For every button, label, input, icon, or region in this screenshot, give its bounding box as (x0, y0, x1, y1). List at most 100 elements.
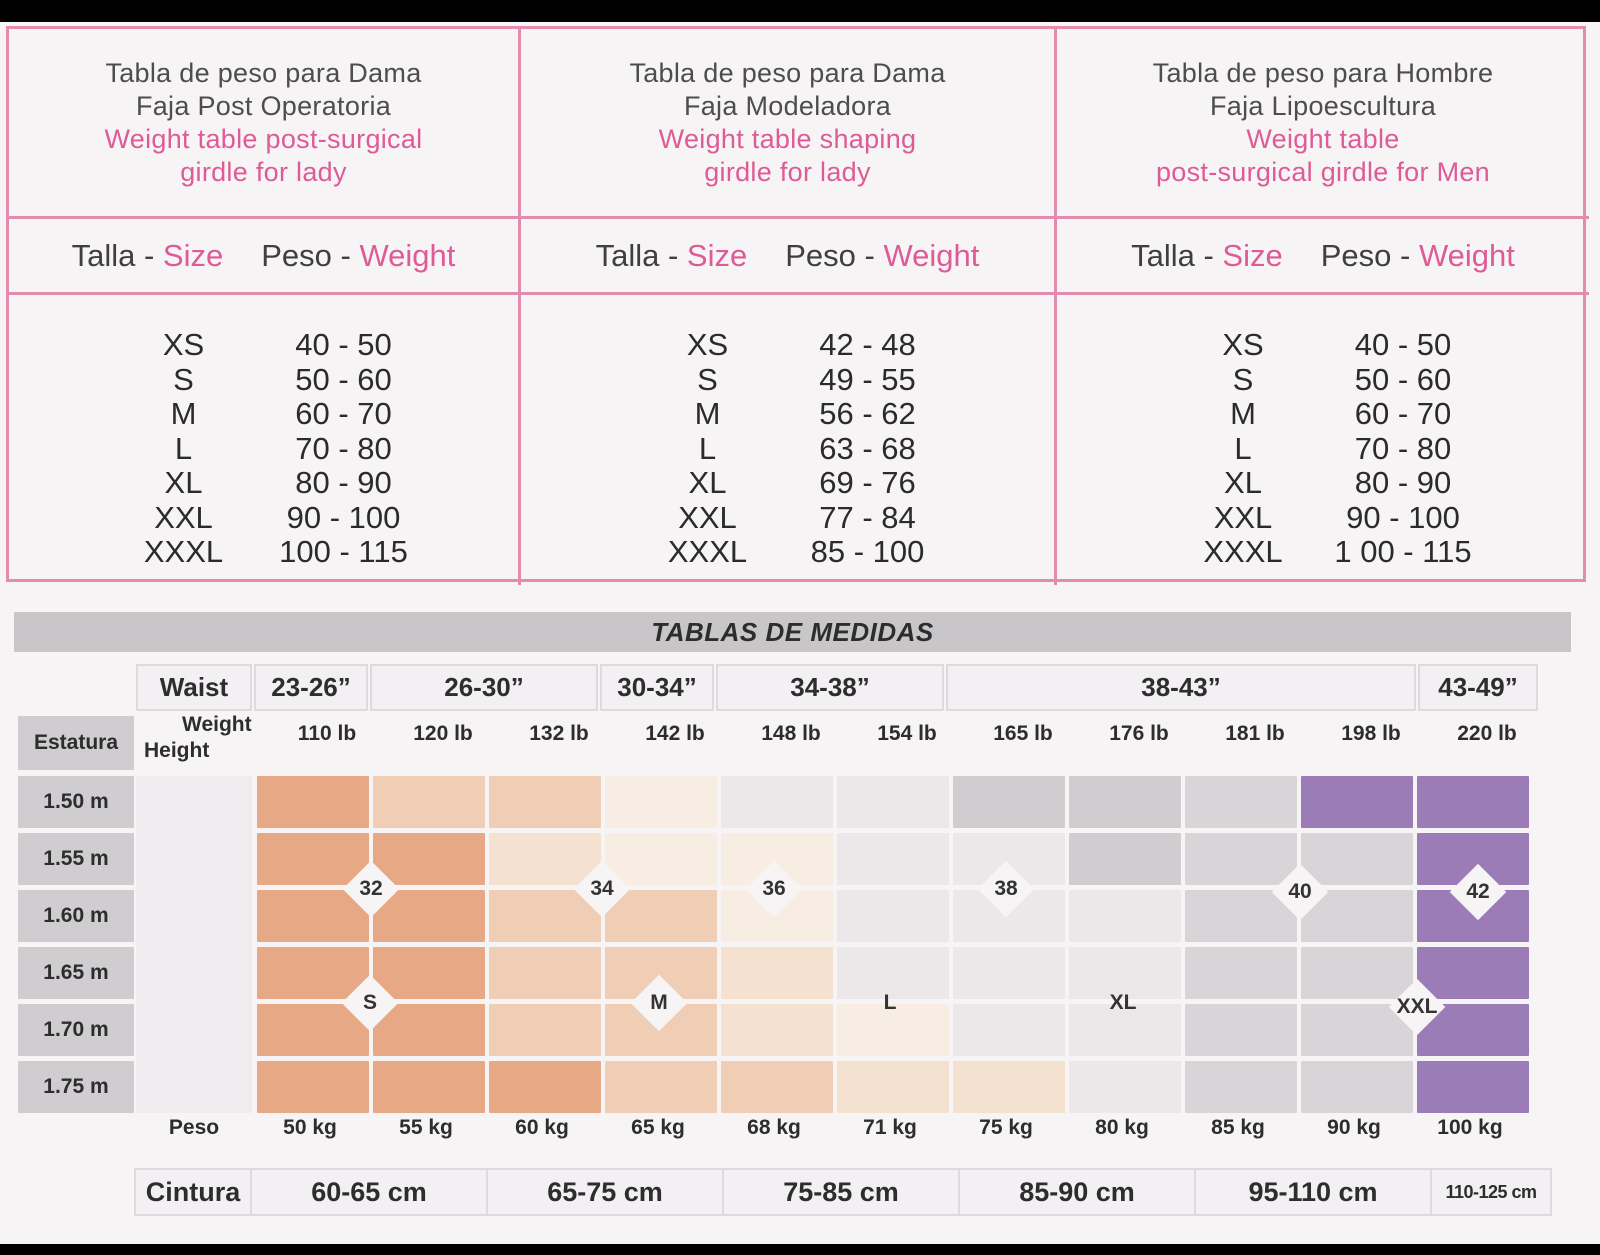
blank-column (136, 776, 252, 1113)
grid-cell (373, 776, 485, 828)
size-marker-label: XL (1109, 991, 1137, 1014)
weight-kg: 71 kg (863, 1116, 917, 1139)
grid-cell (1069, 890, 1181, 942)
size-value: M (170, 396, 197, 432)
waist-range: 38-43” (946, 664, 1416, 711)
grid-cell (1185, 947, 1297, 999)
weight-lb: 181 lb (1225, 722, 1285, 745)
size-chart-sheet: Tabla de peso para Dama Faja Post Operat… (0, 22, 1600, 1244)
weight-lb: 165 lb (993, 722, 1053, 745)
weight-lb: 110 lb (297, 722, 357, 745)
weight-kg-row: Peso 50 kg 55 kg 60 kg 65 kg 68 kg 71 kg 75 kg… (136, 1116, 1528, 1140)
cintura-label: Cintura (136, 1170, 252, 1214)
weight-kg: 50 kg (283, 1116, 337, 1139)
grid-cell (1417, 947, 1529, 999)
weight-lb: 154 lb (877, 722, 937, 745)
title-en-line1: Weight table shaping (658, 123, 917, 154)
size-row: S 49 - 55 (628, 361, 948, 398)
title-en-line2: girdle for lady (180, 156, 347, 187)
weight-kg: 68 kg (747, 1116, 801, 1139)
weight-value: 70 - 80 (1354, 430, 1452, 466)
weight-value: 100 - 115 (279, 534, 408, 570)
size-marker-label: L (883, 991, 897, 1014)
weight-value: 40 - 50 (1354, 327, 1452, 363)
weight-value: 42 - 48 (819, 327, 916, 363)
title-en-line2: girdle for lady (704, 156, 871, 187)
weight-lb: 176 lb (1109, 722, 1169, 745)
talla-label: Talla - (595, 237, 687, 273)
grid-cell (373, 1061, 485, 1113)
grid-cell (257, 1004, 369, 1056)
weight-value: 90 - 100 (286, 499, 401, 535)
cintura-range: 60-65 cm (252, 1170, 488, 1214)
cintura-range: 75-85 cm (724, 1170, 960, 1214)
women-shaping-title: Tabla de peso para Dama Faja Modeladora … (521, 29, 1057, 219)
grid-cell (837, 1061, 949, 1113)
size-row: XL 69 - 76 (628, 466, 948, 501)
grid-cell (257, 890, 369, 942)
grid-cell (837, 890, 949, 942)
talla-label: Talla - (71, 237, 163, 273)
waist-range: 23-26” (254, 664, 368, 711)
grid-cell (953, 1004, 1065, 1056)
size-row: XL 80 - 90 (1163, 466, 1483, 501)
weight-header: Peso - Weight (785, 238, 979, 274)
grid-cell (373, 1004, 485, 1056)
grid-cell (489, 890, 601, 942)
size-marker-label: 32 (359, 877, 383, 900)
weight-value: 90 - 100 (1346, 499, 1460, 535)
size-header: Talla - Size (596, 238, 748, 274)
grid-cell (1185, 1061, 1297, 1113)
weight-value: 1 00 - 115 (1334, 534, 1472, 570)
grid-cell (721, 947, 833, 999)
waist-row: Waist 23-26” 26-30” 30-34” 34-38” 38-43”… (136, 664, 1540, 711)
grid-cell (605, 776, 717, 828)
grid-cell (257, 1061, 369, 1113)
size-value: XS (686, 327, 729, 363)
grid-cell (837, 833, 949, 885)
size-row: L 70 - 80 (1163, 430, 1483, 467)
size-label: Size (686, 237, 748, 273)
peso-label: Peso - (785, 237, 884, 273)
women-shaping-header: Talla - Size Peso - Weight (521, 219, 1057, 295)
grid-cell (1069, 776, 1181, 828)
size-row: M 60 - 70 (104, 397, 424, 432)
title-es-line2: Faja Lipoescultura (1209, 90, 1437, 121)
size-value: S (173, 361, 194, 397)
grid-cell (1417, 1061, 1529, 1113)
size-value: XL (688, 465, 727, 501)
title-es-line2: Faja Modeladora (683, 90, 892, 121)
size-marker-label: S (362, 991, 377, 1014)
weight-lb: 120 lb (413, 722, 473, 745)
title-es-line2: Faja Post Operatoria (135, 90, 392, 121)
grid-cell (721, 1061, 833, 1113)
weight-label: Weight (359, 237, 456, 273)
weight-value: 60 - 70 (1354, 396, 1452, 432)
grid-cell (721, 776, 833, 828)
women-post-rows: XS 40 - 50 S 50 - 60 M 60 - 70 L 70 - 80 XL 80 - … (9, 295, 521, 585)
peso-label: Peso - (261, 237, 360, 273)
weight-lb: 142 lb (645, 722, 705, 745)
title-es-line1: Tabla de peso para Dama (629, 57, 946, 88)
cintura-row: Cintura 60-65 cm 65-75 cm 75-85 cm 85-90… (134, 1168, 1552, 1216)
grid-cell (1069, 1004, 1181, 1056)
weight-value: 85 - 100 (810, 534, 925, 570)
size-value: XL (164, 465, 203, 501)
weight-value: 80 - 90 (1354, 465, 1452, 501)
women-post-header: Talla - Size Peso - Weight (9, 219, 521, 295)
size-header: Talla - Size (1131, 238, 1283, 274)
talla-label: Talla - (1131, 237, 1223, 273)
height-axis-label: Height (144, 739, 210, 762)
size-marker-label: 40 (1288, 880, 1312, 903)
size-value: L (698, 430, 717, 466)
size-value: XXXL (1203, 534, 1283, 570)
size-row: XL 80 - 90 (104, 466, 424, 501)
size-marker-label: 34 (590, 877, 614, 900)
grid-cell (489, 1061, 601, 1113)
grid-cell (953, 1061, 1065, 1113)
height-label: 1.70 m (18, 1004, 134, 1056)
weight-kg: 75 kg (979, 1116, 1033, 1139)
estatura-label: Estatura (18, 716, 134, 770)
grid-cell (1301, 833, 1413, 885)
size-value: S (697, 361, 718, 397)
